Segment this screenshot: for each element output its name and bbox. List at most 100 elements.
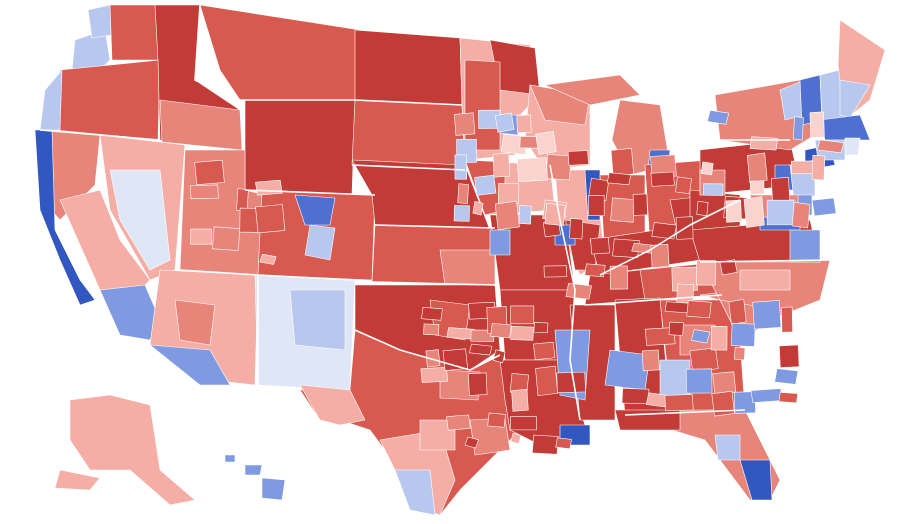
wyoming[interactable]	[244, 99, 356, 196]
district-tile-102[interactable]	[457, 183, 469, 205]
district-tile-105[interactable]	[474, 174, 497, 196]
alaska[interactable]	[69, 394, 196, 506]
rhode-island[interactable]	[844, 137, 861, 156]
district-tile-106[interactable]	[472, 201, 484, 216]
alaska-aleutians[interactable]	[54, 469, 101, 491]
district-tile-31[interactable]	[423, 323, 440, 336]
district-tile-30[interactable]	[421, 307, 443, 321]
district-tile-14[interactable]	[612, 238, 640, 259]
district-tile-71[interactable]	[809, 111, 825, 138]
district-tile-125[interactable]	[255, 204, 286, 234]
district-tile-54[interactable]	[535, 365, 558, 397]
district-tile-50[interactable]	[510, 416, 537, 431]
district-tile-10[interactable]	[584, 263, 606, 278]
district-tile-64[interactable]	[749, 180, 765, 195]
virginia-coast[interactable]	[789, 229, 821, 263]
district-tile-124[interactable]	[255, 179, 283, 196]
district-tile-58[interactable]	[707, 110, 730, 125]
district-tile-114[interactable]	[516, 157, 548, 182]
district-tile-82[interactable]	[686, 300, 712, 319]
district-tile-45[interactable]	[487, 412, 506, 428]
district-tile-95[interactable]	[781, 306, 793, 333]
district-tile-126[interactable]	[259, 253, 277, 265]
missouri-kc[interactable]	[489, 229, 511, 256]
arizona-south[interactable]	[149, 344, 231, 386]
district-tile-87[interactable]	[712, 371, 737, 395]
district-tile-13[interactable]	[610, 197, 636, 223]
district-tile-65[interactable]	[743, 196, 765, 228]
district-tile-119[interactable]	[189, 184, 219, 200]
district-tile-73[interactable]	[811, 154, 826, 181]
district-tile-3[interactable]	[543, 265, 568, 278]
district-tile-22[interactable]	[675, 176, 692, 195]
district-tile-60[interactable]	[703, 183, 724, 196]
district-tile-120[interactable]	[190, 228, 212, 245]
district-tile-12[interactable]	[606, 172, 632, 186]
district-tile-118[interactable]	[194, 159, 225, 185]
washington-puget[interactable]	[87, 4, 113, 39]
district-tile-16[interactable]	[632, 193, 648, 216]
district-tile-46[interactable]	[510, 305, 535, 325]
washington-east[interactable]	[109, 4, 161, 61]
district-tile-109[interactable]	[492, 152, 510, 178]
district-tile-111[interactable]	[494, 200, 520, 231]
district-tile-49[interactable]	[511, 389, 529, 412]
district-tile-53[interactable]	[533, 341, 556, 360]
texas-west[interactable]	[299, 384, 366, 426]
district-tile-72[interactable]	[817, 139, 845, 154]
district-tile-68[interactable]	[793, 116, 804, 141]
district-tile-39[interactable]	[469, 343, 493, 356]
district-tile-57[interactable]	[555, 437, 572, 450]
north-carolina-triad[interactable]	[739, 269, 791, 291]
district-tile-32[interactable]	[425, 349, 441, 368]
district-tile-63[interactable]	[746, 152, 768, 183]
district-tile-62[interactable]	[749, 136, 778, 151]
district-tile-115[interactable]	[518, 205, 532, 225]
district-tile-107[interactable]	[494, 112, 515, 133]
district-tile-27[interactable]	[696, 260, 716, 286]
district-tile-43[interactable]	[490, 323, 512, 339]
montana[interactable]	[199, 4, 361, 101]
district-tile-121[interactable]	[212, 226, 241, 251]
district-tile-89[interactable]	[728, 298, 747, 325]
district-tile-99[interactable]	[453, 112, 476, 136]
district-tile-101[interactable]	[454, 154, 468, 180]
district-tile-91[interactable]	[733, 346, 746, 361]
district-tile-96[interactable]	[779, 344, 800, 368]
district-tile-98[interactable]	[778, 392, 799, 404]
district-tile-51[interactable]	[510, 432, 522, 445]
district-tile-36[interactable]	[446, 414, 471, 431]
district-tile-55[interactable]	[532, 434, 559, 455]
district-tile-5[interactable]	[569, 218, 584, 240]
district-tile-94[interactable]	[750, 388, 783, 403]
district-tile-83[interactable]	[691, 329, 711, 344]
north-dakota[interactable]	[354, 29, 463, 106]
michigan-upper[interactable]	[544, 74, 641, 106]
hawaii-oahu[interactable]	[224, 454, 236, 463]
district-tile-80[interactable]	[668, 321, 684, 336]
district-tile-21[interactable]	[650, 243, 670, 268]
hawaii-maui[interactable]	[244, 464, 263, 476]
arizona-phoenix[interactable]	[174, 299, 216, 346]
district-tile-40[interactable]	[468, 372, 488, 396]
district-tile-9[interactable]	[590, 237, 610, 255]
colorado-denver[interactable]	[294, 194, 336, 226]
district-tile-77[interactable]	[641, 349, 660, 372]
district-tile-103[interactable]	[453, 205, 470, 222]
district-tile-70[interactable]	[791, 202, 811, 229]
hawaii-big-island[interactable]	[261, 477, 286, 501]
district-tile-81[interactable]	[664, 394, 694, 412]
district-tile-41[interactable]	[464, 436, 479, 449]
oregon[interactable]	[54, 59, 161, 141]
district-tile-117[interactable]	[544, 203, 566, 226]
district-tile-8[interactable]	[588, 195, 605, 216]
district-tile-84[interactable]	[689, 347, 719, 372]
district-tile-6[interactable]	[565, 282, 592, 300]
district-tile-34[interactable]	[446, 327, 475, 340]
district-tile-116[interactable]	[535, 130, 557, 155]
district-tile-76[interactable]	[644, 327, 676, 346]
oregon-coast[interactable]	[39, 69, 63, 131]
district-tile-75[interactable]	[621, 388, 650, 405]
texas-austin[interactable]	[419, 419, 456, 451]
district-tile-92[interactable]	[733, 391, 756, 414]
